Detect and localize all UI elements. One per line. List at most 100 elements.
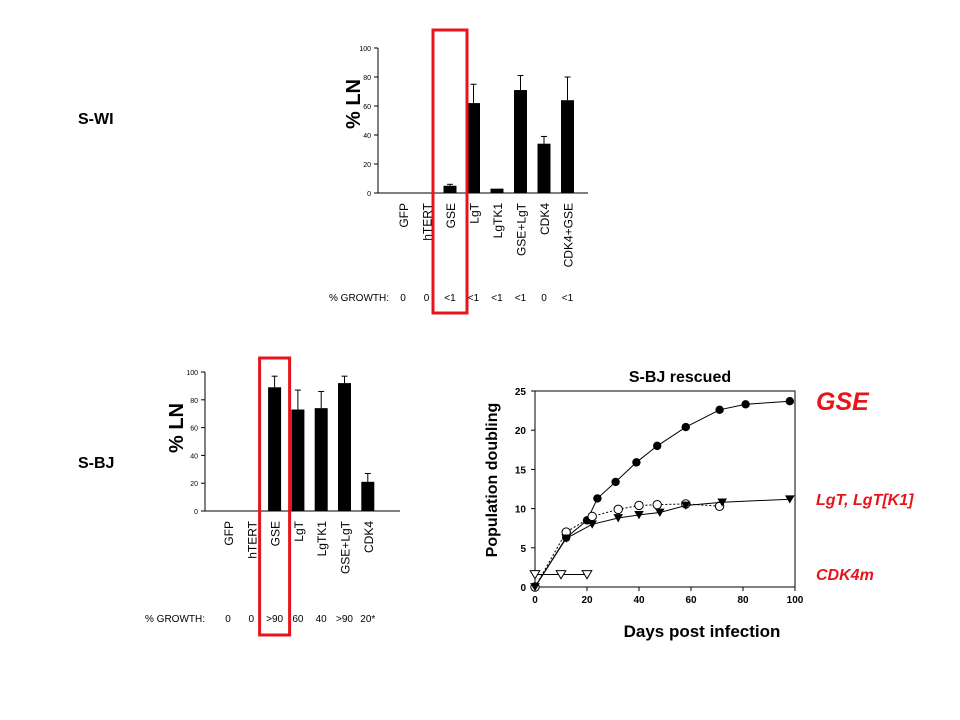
data-point	[561, 534, 571, 543]
sbj-bar-chart: 0 20 40 60 80 100 % LN GFP hTERT GSE LgT LgTK1 GSE+L…	[145, 356, 400, 637]
data-point	[529, 570, 541, 580]
x-tick-label: 80	[737, 595, 749, 606]
bar-gse	[443, 185, 457, 193]
bar-lgtk1	[490, 188, 504, 193]
bar-cdk4-gse	[561, 100, 574, 193]
y-tick-label: 10	[515, 505, 527, 516]
growth-row-label: % GROWTH:	[329, 293, 389, 304]
x-tick-label: 20	[581, 595, 593, 606]
category-label: LgT	[292, 520, 306, 541]
bar-lgt	[291, 409, 305, 511]
category-label: CDK4	[538, 203, 552, 235]
category-label: GSE+LgT	[339, 520, 353, 574]
data-point	[785, 396, 794, 406]
y-tick-label: 5	[520, 544, 526, 555]
x-axis-label: Days post infection	[624, 622, 781, 641]
y-axis-label: % LN	[343, 79, 365, 129]
y-axis-label: Population doubling	[484, 403, 501, 558]
bar-cdk4	[361, 481, 375, 511]
category-label: LgT	[468, 202, 482, 223]
category-label: hTERT	[245, 520, 259, 558]
y-axis-label: % LN	[166, 403, 188, 453]
x-tick-label: 100	[787, 595, 804, 606]
data-point	[741, 400, 750, 409]
series-line-0	[534, 400, 790, 588]
swi-bar-chart: 0 20 40 60 80 100 % LN GFP hTERT GSE LgT LgTK1 GSE+L…	[329, 28, 588, 315]
category-label: CDK4	[362, 521, 376, 553]
growth-value: <1	[515, 293, 527, 304]
growth-value: 20*	[360, 614, 375, 625]
growth-value: <1	[468, 293, 480, 304]
y-tick-label: 0	[367, 191, 371, 198]
data-point	[530, 583, 540, 592]
data-point	[653, 441, 662, 451]
y-tick-label: 20	[363, 162, 371, 169]
category-label: LgTK1	[315, 521, 329, 557]
category-label: LgTK1	[491, 203, 505, 239]
growth-value: 0	[225, 614, 231, 625]
data-point	[655, 508, 665, 517]
growth-value: 40	[316, 614, 328, 625]
data-point	[634, 511, 644, 520]
growth-value: <1	[562, 293, 574, 304]
lgt-legend-label: LgT, LgT[K1]	[816, 492, 914, 509]
y-tick-label: 100	[359, 46, 371, 53]
x-tick-label: 40	[633, 595, 645, 606]
growth-value: <1	[444, 293, 456, 304]
data-point	[581, 570, 593, 580]
data-point	[632, 458, 641, 467]
plot-frame	[534, 390, 796, 588]
data-point	[611, 477, 620, 487]
y-tick-label: 0	[520, 583, 526, 594]
growth-value: <1	[491, 293, 503, 304]
growth-value: 0	[541, 293, 547, 304]
bar-gse	[268, 387, 282, 511]
growth-value: 60	[292, 614, 304, 625]
bar-gse-lgt	[514, 90, 527, 193]
y-tick-label: 100	[186, 370, 198, 377]
x-tick-label: 60	[685, 595, 697, 606]
y-tick-label: 15	[515, 465, 527, 476]
chart-title: S-BJ rescued	[629, 369, 731, 386]
data-point	[555, 570, 567, 580]
growth-value: 0	[400, 293, 406, 304]
data-point	[785, 495, 795, 504]
data-point	[717, 498, 727, 507]
y-tick-label: 80	[190, 398, 198, 405]
data-point	[681, 501, 691, 510]
growth-row-label: % GROWTH:	[145, 614, 205, 625]
y-tick-label: 20	[515, 426, 527, 437]
swi-row-label: S-WI	[78, 111, 114, 128]
bar-lgt	[467, 103, 480, 193]
cdk4m-legend-label: CDK4m	[816, 567, 874, 584]
y-tick-label: 60	[363, 104, 371, 111]
data-point	[652, 499, 662, 510]
x-tick-label: 0	[532, 595, 538, 606]
data-point	[634, 500, 644, 511]
bar-lgtk1	[314, 408, 328, 511]
gse-highlight-box	[258, 356, 292, 637]
category-label: GSE	[444, 203, 458, 228]
data-point	[613, 504, 623, 515]
data-point	[715, 405, 724, 415]
category-label: GFP	[397, 203, 411, 228]
data-point	[613, 514, 623, 523]
data-point	[587, 520, 597, 529]
y-tick-label: 60	[190, 426, 198, 433]
growth-value: >90	[336, 614, 353, 625]
category-label: GSE+LgT	[515, 202, 529, 256]
category-label: GSE	[269, 521, 283, 546]
data-point	[587, 511, 597, 522]
data-point	[681, 422, 690, 432]
growth-value: 0	[424, 293, 430, 304]
category-label: GFP	[222, 521, 236, 546]
series-line-1	[534, 503, 720, 588]
gse-highlight-box	[431, 28, 469, 315]
y-tick-label: 25	[515, 387, 527, 398]
growth-value: 0	[249, 614, 255, 625]
y-tick-label: 40	[190, 453, 198, 460]
growth-value: >90	[266, 614, 283, 625]
category-label: hTERT	[421, 202, 435, 240]
category-label: CDK4+GSE	[562, 203, 576, 267]
